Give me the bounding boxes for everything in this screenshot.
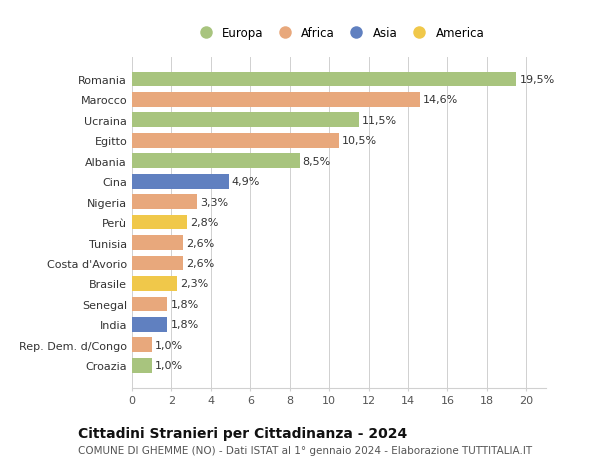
Text: 1,8%: 1,8% [170,319,199,330]
Text: 2,3%: 2,3% [180,279,209,289]
Bar [132,195,197,210]
Legend: Europa, Africa, Asia, America: Europa, Africa, Asia, America [190,23,488,44]
Bar [132,73,517,87]
Bar [132,256,183,271]
Bar [132,215,187,230]
Bar [132,317,167,332]
Bar [132,276,178,291]
Bar [132,297,167,312]
Text: 1,0%: 1,0% [155,360,183,370]
Text: 10,5%: 10,5% [342,136,377,146]
Text: 14,6%: 14,6% [423,95,458,105]
Text: 2,6%: 2,6% [186,258,214,269]
Bar [132,154,299,169]
Text: COMUNE DI GHEMME (NO) - Dati ISTAT al 1° gennaio 2024 - Elaborazione TUTTITALIA.: COMUNE DI GHEMME (NO) - Dati ISTAT al 1°… [78,445,532,455]
Text: Cittadini Stranieri per Cittadinanza - 2024: Cittadini Stranieri per Cittadinanza - 2… [78,426,407,440]
Text: 19,5%: 19,5% [520,75,554,85]
Text: 2,8%: 2,8% [190,218,218,228]
Text: 1,8%: 1,8% [170,299,199,309]
Text: 8,5%: 8,5% [302,157,331,166]
Bar [132,338,152,353]
Text: 4,9%: 4,9% [232,177,260,187]
Text: 2,6%: 2,6% [186,238,214,248]
Bar [132,113,359,128]
Bar [132,174,229,189]
Text: 11,5%: 11,5% [362,116,397,126]
Bar [132,93,420,107]
Bar [132,358,152,373]
Text: 1,0%: 1,0% [155,340,183,350]
Bar [132,134,339,148]
Text: 3,3%: 3,3% [200,197,228,207]
Bar [132,235,183,250]
